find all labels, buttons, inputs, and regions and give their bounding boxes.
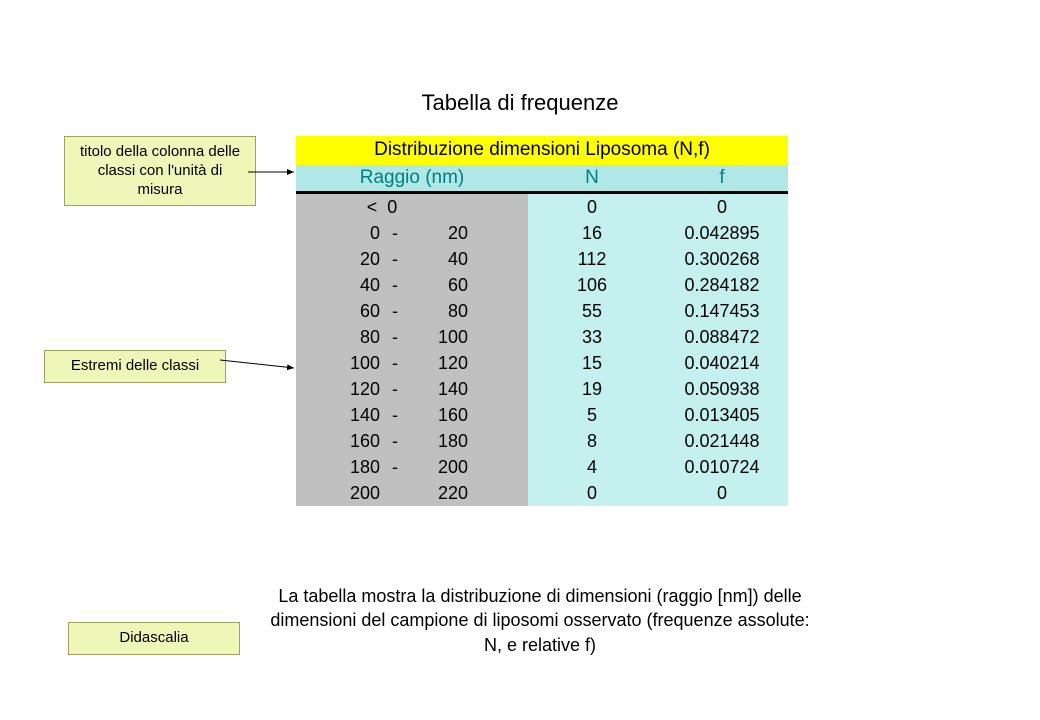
n-cell: 0 bbox=[528, 480, 656, 506]
n-cell: 112 bbox=[528, 246, 656, 272]
range-cell: 20-40 bbox=[296, 246, 528, 272]
callout-caption-label: Didascalia bbox=[68, 622, 240, 655]
n-cell: 33 bbox=[528, 324, 656, 350]
n-cell: 106 bbox=[528, 272, 656, 298]
range-cell: 100-120 bbox=[296, 350, 528, 376]
f-cell: 0.021448 bbox=[656, 428, 788, 454]
range-cell: 200220 bbox=[296, 480, 528, 506]
table-caption: La tabella mostra la distribuzione di di… bbox=[260, 584, 820, 657]
range-cell: 40-60 bbox=[296, 272, 528, 298]
range-cell: 60-80 bbox=[296, 298, 528, 324]
range-cell: 0-20 bbox=[296, 220, 528, 246]
page-title: Tabella di frequenze bbox=[0, 90, 1040, 116]
f-cell: 0 bbox=[656, 480, 788, 506]
range-cell: < 0 bbox=[296, 194, 528, 220]
n-cell: 55 bbox=[528, 298, 656, 324]
range-cell: 160-180 bbox=[296, 428, 528, 454]
n-cell: 19 bbox=[528, 376, 656, 402]
f-cell: 0.010724 bbox=[656, 454, 788, 480]
range-cell: 120-140 bbox=[296, 376, 528, 402]
n-cell: 8 bbox=[528, 428, 656, 454]
f-cell: 0.042895 bbox=[656, 220, 788, 246]
f-cell: 0.147453 bbox=[656, 298, 788, 324]
f-cell: 0.284182 bbox=[656, 272, 788, 298]
col-header-n: N bbox=[528, 165, 656, 191]
col-header-f: f bbox=[656, 165, 788, 191]
f-cell: 0.050938 bbox=[656, 376, 788, 402]
table-header-row: Raggio (nm) N f bbox=[296, 165, 788, 194]
frequency-table: Distribuzione dimensioni Liposoma (N,f) … bbox=[296, 136, 788, 506]
f-cell: 0 bbox=[656, 194, 788, 220]
col-header-range: Raggio (nm) bbox=[296, 165, 528, 191]
callout-column-title: titolo della colonna delle classi con l'… bbox=[64, 136, 256, 206]
f-cell: 0.013405 bbox=[656, 402, 788, 428]
n-cell: 4 bbox=[528, 454, 656, 480]
callout-class-bounds: Estremi delle classi bbox=[44, 350, 226, 383]
n-cell: 5 bbox=[528, 402, 656, 428]
range-cell: 80-100 bbox=[296, 324, 528, 350]
table-title: Distribuzione dimensioni Liposoma (N,f) bbox=[296, 136, 788, 165]
range-cell: 180-200 bbox=[296, 454, 528, 480]
n-cell: 0 bbox=[528, 194, 656, 220]
range-cell: 140-160 bbox=[296, 402, 528, 428]
arrow-to-class-bounds bbox=[218, 352, 298, 372]
n-cell: 16 bbox=[528, 220, 656, 246]
table-body: < 00-2020-4040-6060-8080-100100-120120-1… bbox=[296, 194, 788, 506]
f-cell: 0.088472 bbox=[656, 324, 788, 350]
n-cell: 15 bbox=[528, 350, 656, 376]
f-cell: 0.300268 bbox=[656, 246, 788, 272]
f-cell: 0.040214 bbox=[656, 350, 788, 376]
